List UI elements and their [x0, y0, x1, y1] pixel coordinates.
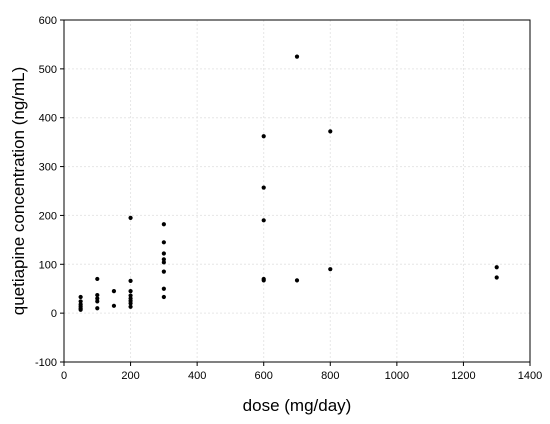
data-point: [128, 301, 133, 306]
plot-frame: [63, 19, 531, 363]
data-point: [128, 293, 133, 298]
data-point: [128, 304, 133, 309]
grid-lines: [64, 20, 530, 362]
data-point: [261, 218, 266, 223]
x-axis-title: dose (mg/day): [243, 396, 352, 415]
x-tick-label: 800: [321, 370, 339, 382]
x-tick-label: 0: [61, 370, 67, 382]
data-point: [261, 185, 266, 190]
x-tick-label: 1400: [518, 370, 542, 382]
y-tick-label: -100: [35, 357, 57, 369]
y-tick-label: 200: [39, 210, 57, 222]
y-tick-label: 400: [39, 113, 57, 125]
data-point: [161, 222, 166, 227]
x-tick-label: 200: [121, 370, 139, 382]
x-tick-label: 1000: [385, 370, 409, 382]
data-point: [161, 286, 166, 291]
y-axis-ticks: -100 0 100 200 300 400 500 600: [35, 15, 64, 369]
data-point: [261, 134, 266, 139]
data-point: [95, 276, 100, 282]
data-points: [78, 54, 499, 312]
data-point: [161, 251, 166, 256]
x-axis-ticks: 0 200 400 600 800 1000 1200 1400: [61, 362, 542, 382]
data-point: [95, 299, 100, 304]
data-point: [78, 294, 83, 300]
x-tick-label: 400: [188, 370, 206, 382]
data-point: [78, 307, 83, 312]
data-point: [494, 275, 499, 280]
data-point: [128, 278, 133, 283]
y-tick-label: 300: [39, 162, 57, 174]
data-point: [161, 294, 166, 300]
data-point: [161, 260, 166, 265]
data-point: [161, 240, 166, 245]
data-point: [111, 289, 117, 294]
data-point: [261, 278, 266, 283]
x-tick-label: 1200: [451, 370, 475, 382]
data-point: [294, 54, 300, 59]
data-point: [78, 299, 83, 304]
x-tick-label: 600: [255, 370, 273, 382]
y-tick-label: 100: [39, 259, 57, 271]
data-point: [95, 292, 100, 298]
data-point: [494, 265, 499, 270]
data-point: [328, 267, 333, 272]
data-point: [328, 129, 333, 134]
data-point: [161, 269, 166, 274]
data-point: [95, 306, 100, 311]
y-tick-label: 0: [51, 308, 57, 320]
data-point: [294, 278, 300, 283]
data-point: [95, 296, 100, 301]
data-point: [128, 289, 133, 294]
data-point: [111, 303, 117, 308]
data-point: [161, 257, 166, 262]
y-axis-title: quetiapine concentration (ng/mL): [9, 67, 28, 316]
y-tick-label: 500: [39, 64, 57, 76]
data-point: [128, 215, 133, 220]
y-tick-label: 600: [39, 15, 57, 27]
